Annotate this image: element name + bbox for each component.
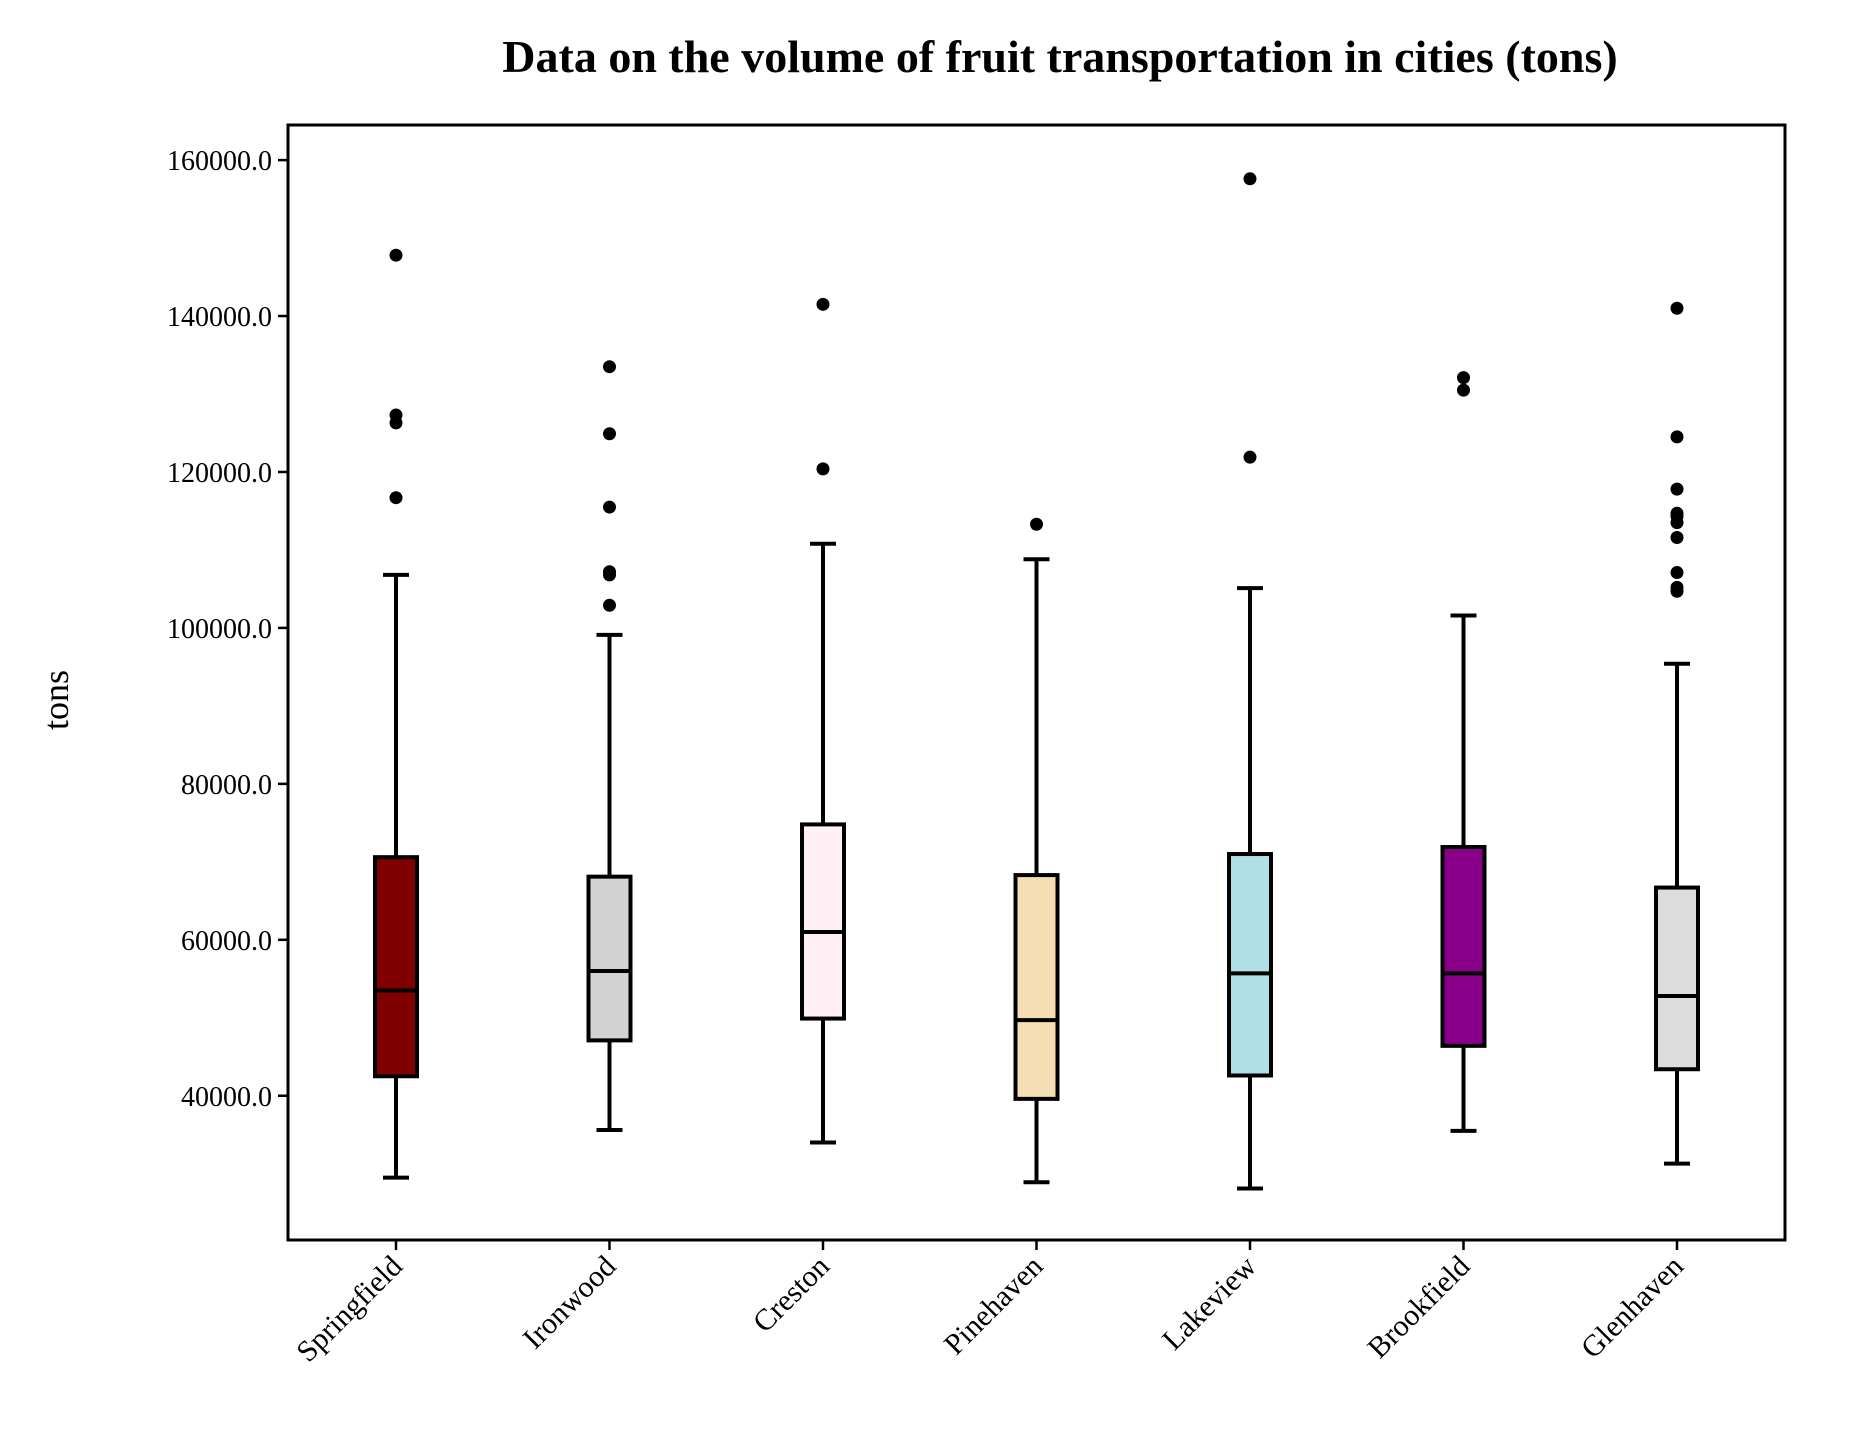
- box-group-lakeview: [1227, 172, 1273, 1191]
- outlier-point: [816, 297, 830, 311]
- box: [1227, 852, 1273, 1078]
- y-axis-label: tons: [36, 670, 76, 730]
- box-group-ironwood: [586, 360, 633, 1133]
- y-tick-label: 140000.0: [167, 302, 272, 333]
- outlier-point: [389, 491, 403, 505]
- outlier-point: [1670, 506, 1684, 520]
- y-tick-label: 160000.0: [167, 146, 272, 177]
- outlier-point: [1457, 383, 1470, 397]
- outlier-point: [1670, 530, 1684, 544]
- outlier-point: [1243, 172, 1257, 186]
- box-series: [373, 172, 1700, 1191]
- y-tick-label: 40000.0: [181, 1082, 272, 1113]
- box: [800, 822, 846, 1021]
- y-tick-label: 80000.0: [181, 770, 272, 801]
- plot-area-frame: [286, 123, 1787, 1242]
- x-tick-label: Pinehaven: [938, 1250, 1050, 1362]
- box-group-springfield: [373, 248, 419, 1180]
- x-tick-label: Creston: [747, 1250, 836, 1339]
- box: [373, 855, 419, 1079]
- x-tick-label: Glenhaven: [1575, 1250, 1690, 1365]
- box: [1654, 885, 1700, 1072]
- box-group-creston: [800, 297, 846, 1145]
- outlier-point: [389, 248, 403, 262]
- y-tick-label: 100000.0: [167, 614, 272, 645]
- outlier-point: [1670, 301, 1684, 315]
- box-group-pinehaven: [1013, 517, 1060, 1185]
- x-tick-label: Lakeview: [1156, 1249, 1263, 1356]
- outlier-point: [603, 598, 616, 612]
- outlier-point: [1457, 371, 1470, 385]
- outlier-point: [816, 462, 830, 476]
- outlier-point: [1670, 580, 1684, 594]
- x-tick-label: Springfield: [290, 1250, 409, 1369]
- y-tick-label: 120000.0: [167, 458, 272, 489]
- y-tick-label: 60000.0: [181, 926, 272, 957]
- outlier-point: [603, 427, 616, 441]
- outlier-point: [1670, 482, 1684, 496]
- box-group-brookfield: [1440, 371, 1487, 1133]
- outlier-point: [389, 408, 403, 422]
- x-tick-label: Brookfield: [1361, 1250, 1476, 1365]
- outlier-point: [603, 360, 616, 374]
- outlier-point: [1670, 430, 1684, 444]
- outlier-point: [603, 565, 616, 579]
- outlier-point: [1243, 450, 1257, 464]
- box: [1013, 873, 1060, 1101]
- box: [1440, 845, 1487, 1048]
- x-tick-label: Ironwood: [517, 1250, 623, 1356]
- outlier-point: [1030, 517, 1043, 531]
- outlier-point: [603, 500, 616, 514]
- chart-title: Data on the volume of fruit transportati…: [502, 31, 1617, 82]
- outlier-point: [1670, 566, 1684, 580]
- box: [586, 874, 633, 1043]
- box-group-glenhaven: [1654, 301, 1700, 1166]
